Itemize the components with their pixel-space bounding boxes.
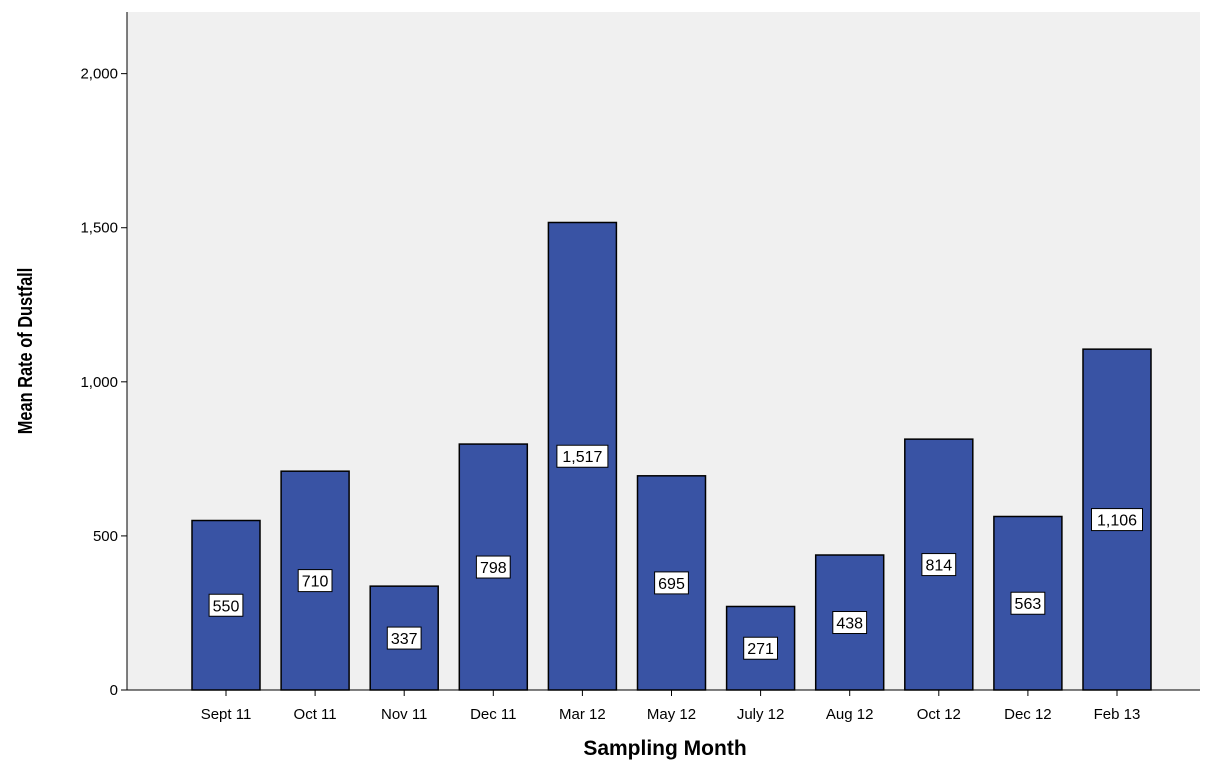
y-axis-title: Mean Rate of Dustfall — [13, 268, 36, 435]
x-tick-label: Nov 11 — [381, 706, 427, 723]
y-axis: 0 500 1,000 1,500 2,000 — [80, 12, 128, 699]
y-tick-label: 2,000 — [80, 66, 118, 83]
data-label-box — [654, 571, 689, 595]
data-label: 550 — [213, 598, 240, 615]
bar — [993, 515, 1063, 691]
bars-group: 550 710 337 798 1,517 695 271 438 814 563 1,106 — [191, 221, 1152, 691]
x-tick-label: Mar 12 — [559, 706, 606, 723]
data-label-box — [556, 444, 609, 468]
data-label: 1,517 — [562, 449, 602, 466]
data-label: 814 — [925, 558, 952, 575]
data-label: 337 — [391, 631, 418, 648]
x-tick-label: May 12 — [647, 706, 696, 723]
x-tick-label: Sept 11 — [201, 706, 252, 723]
data-label: 271 — [747, 641, 774, 658]
data-label-box — [297, 569, 333, 593]
y-tick-label: 0 — [110, 682, 118, 699]
x-tick-label: Oct 12 — [917, 706, 961, 723]
data-label-box — [208, 593, 244, 617]
y-tick-label: 1,000 — [80, 374, 118, 391]
data-label-box — [743, 636, 779, 660]
data-label: 1,106 — [1097, 513, 1137, 530]
data-label: 438 — [836, 616, 863, 633]
x-tick-label: Feb 13 — [1094, 706, 1141, 723]
data-label: 563 — [1015, 596, 1042, 613]
y-tick-label: 500 — [93, 528, 118, 545]
x-tick-label: Dec 11 — [470, 706, 516, 723]
data-label: 710 — [302, 574, 329, 591]
data-label-box — [1091, 508, 1143, 532]
data-label-box — [832, 611, 868, 635]
y-tick-label: 1,500 — [80, 220, 118, 237]
data-label-box — [475, 555, 511, 579]
data-label-box — [921, 553, 957, 577]
x-tick-label: Aug 12 — [826, 706, 874, 723]
data-label: 798 — [480, 560, 507, 577]
x-axis-title: Sampling Month — [583, 737, 746, 760]
x-axis: Sept 11 Oct 11 Nov 11 Dec 11 Mar 12 May 12 Jul… — [127, 689, 1200, 723]
data-label: 695 — [658, 576, 685, 593]
x-tick-label: Oct 11 — [294, 706, 337, 723]
data-label-box — [1010, 591, 1046, 615]
x-tick-label: July 12 — [737, 706, 785, 723]
x-tick-label: Dec 12 — [1004, 706, 1052, 723]
data-label-box — [386, 626, 422, 650]
